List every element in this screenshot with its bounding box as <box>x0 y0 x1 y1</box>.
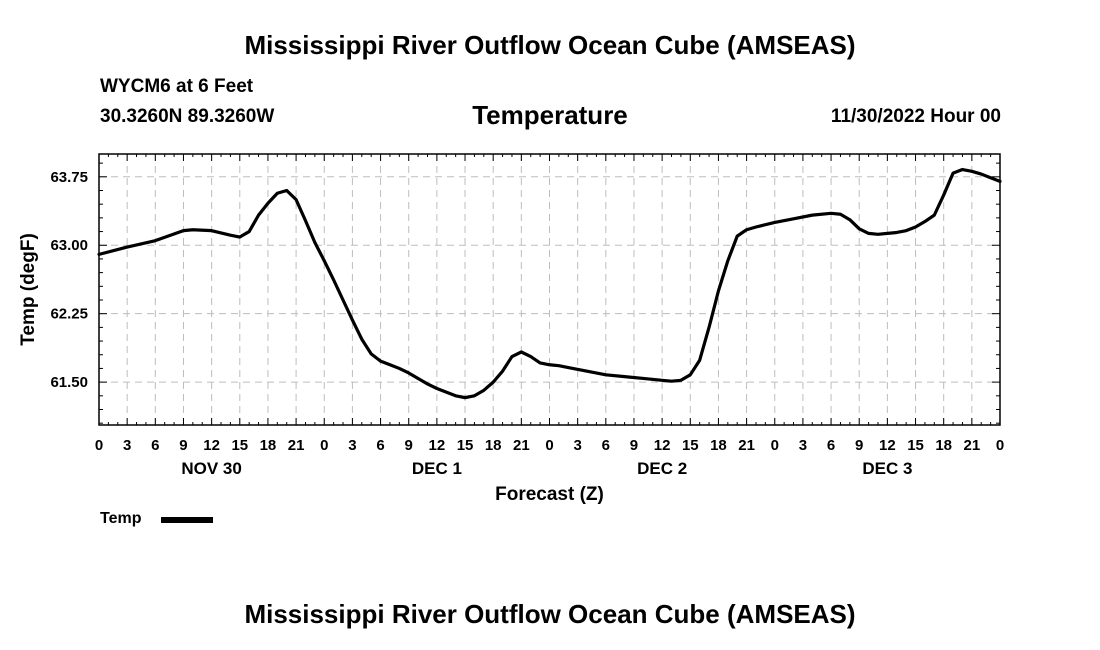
x-tick-label: 15 <box>231 437 248 454</box>
day-label: NOV 30 <box>181 459 241 478</box>
y-tick-label: 63.75 <box>50 169 88 186</box>
day-label: DEC 2 <box>637 459 687 478</box>
series-layer <box>97 167 1002 400</box>
x-tick-label: 18 <box>935 437 952 454</box>
main-title: Mississippi River Outflow Ocean Cube (AM… <box>244 30 856 60</box>
x-tick-label: 9 <box>405 437 413 454</box>
x-tick-label: 0 <box>771 437 779 454</box>
forecast-datetime: 11/30/2022 Hour 00 <box>830 106 1001 127</box>
station-label: WYCM6 at 6 Feet <box>100 76 254 97</box>
x-tick-label: 0 <box>320 437 328 454</box>
axis-labels: 0 3 6 9 12 15 18 21 0 3 6 9 12 15 18 21 0 3 6 9 12 15 18 21 0 3 6 9… <box>18 169 1004 505</box>
x-tick-label: 3 <box>799 437 807 454</box>
chart-title: Temperature <box>472 100 628 130</box>
day-label: DEC 3 <box>862 459 912 478</box>
footer-title: Mississippi River Outflow Ocean Cube (AM… <box>244 599 856 629</box>
legend-label: Temp <box>100 510 142 527</box>
x-tick-label: 18 <box>485 437 502 454</box>
x-tick-label: 3 <box>123 437 131 454</box>
x-tick-label: 3 <box>573 437 581 454</box>
x-tick-label: 9 <box>630 437 638 454</box>
x-tick-label: 0 <box>545 437 553 454</box>
x-tick-label: 6 <box>827 437 835 454</box>
x-tick-label: 9 <box>179 437 187 454</box>
y-tick-label: 62.25 <box>50 306 88 323</box>
x-tick-label: 6 <box>151 437 159 454</box>
x-tick-label: 6 <box>602 437 610 454</box>
x-tick-label: 9 <box>855 437 863 454</box>
series-line-temp <box>97 167 1002 400</box>
x-tick-label: 21 <box>513 437 530 454</box>
x-tick-label: 12 <box>203 437 220 454</box>
plot-frame <box>98 153 1001 426</box>
x-tick-label: 21 <box>964 437 981 454</box>
x-tick-label: 18 <box>260 437 277 454</box>
x-tick-label: 0 <box>996 437 1004 454</box>
x-tick-label: 15 <box>457 437 474 454</box>
x-tick-label: 0 <box>95 437 103 454</box>
x-tick-label: 3 <box>348 437 356 454</box>
y-tick-label: 63.00 <box>50 237 88 254</box>
day-label: DEC 1 <box>412 459 462 478</box>
grid-lines <box>99 154 1000 425</box>
y-tick-label: 61.50 <box>50 374 88 391</box>
x-tick-label: 21 <box>288 437 305 454</box>
x-tick-label: 12 <box>879 437 896 454</box>
legend-swatch <box>161 517 213 523</box>
station-coordinates: 30.3260N 89.3260W <box>100 106 275 127</box>
x-tick-label: 15 <box>907 437 924 454</box>
y-axis-title: Temp (degF) <box>18 233 39 346</box>
x-tick-label: 18 <box>710 437 727 454</box>
x-tick-label: 6 <box>376 437 384 454</box>
x-tick-label: 12 <box>654 437 671 454</box>
x-axis-title: Forecast (Z) <box>495 484 604 505</box>
x-tick-label: 12 <box>429 437 446 454</box>
x-tick-label: 15 <box>682 437 699 454</box>
x-tick-label: 21 <box>738 437 755 454</box>
